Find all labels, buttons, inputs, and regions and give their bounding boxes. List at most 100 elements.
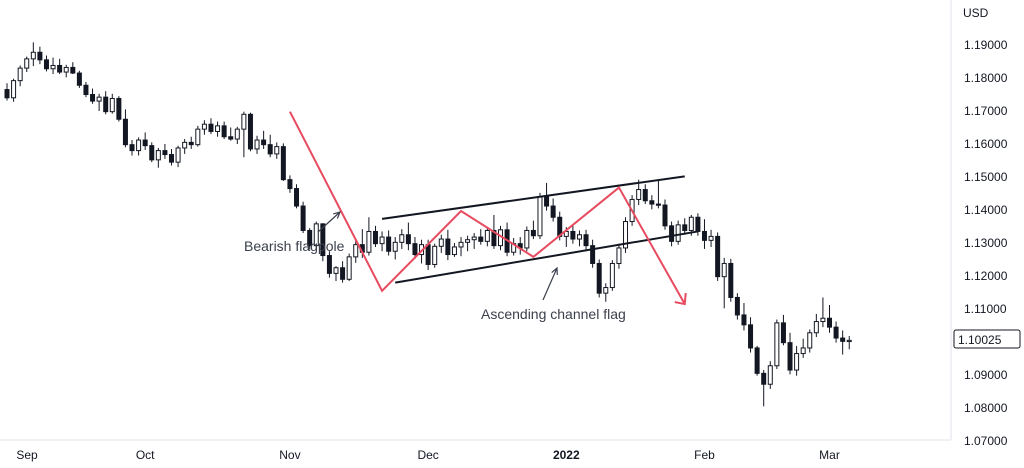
candle-body-up	[392, 241, 398, 252]
candle-body-down	[570, 230, 576, 240]
candle	[465, 235, 471, 252]
candle	[780, 314, 786, 346]
candle	[800, 338, 806, 358]
candle-body-down	[208, 123, 214, 132]
candle	[4, 83, 10, 101]
annotation-arrow-channel	[542, 266, 558, 301]
candles-layer	[4, 42, 852, 407]
candle	[261, 130, 267, 149]
candle	[353, 239, 359, 263]
candle-body-down	[583, 234, 589, 247]
pattern-arrowhead	[674, 292, 687, 306]
price-axis[interactable]: 1.19000 1.18000 1.17000 1.16000 1.15000 1.140…	[964, 38, 1008, 448]
candle-body-up	[603, 287, 609, 294]
candle-body-down	[43, 59, 49, 70]
candle-body-down	[827, 317, 832, 328]
candle	[208, 118, 214, 135]
candle-body-up	[63, 66, 69, 73]
candle-body-down	[655, 203, 661, 206]
candle-body-down	[780, 322, 786, 344]
candle-body-up	[846, 339, 852, 343]
candle	[96, 93, 102, 111]
candle	[833, 321, 839, 343]
candle-body-down	[247, 113, 253, 150]
candle	[748, 317, 754, 353]
candle-body-up	[333, 267, 339, 274]
candle-body-up	[175, 147, 181, 163]
candle-body-up	[366, 230, 372, 253]
candle-body-down	[405, 234, 411, 245]
candle-body-down	[754, 347, 760, 374]
candle-body-up	[484, 229, 490, 242]
candle-body-up	[813, 321, 819, 334]
candle-body-down	[550, 205, 556, 218]
candle	[642, 184, 648, 205]
candle	[616, 243, 622, 269]
candle	[247, 112, 253, 152]
candle	[63, 64, 69, 78]
candle-body-down	[90, 94, 96, 102]
candle-body-up	[576, 234, 582, 240]
overlay-layer: Bearish flagpole Ascending channel flag	[244, 111, 699, 322]
candle	[511, 238, 517, 256]
candle-body-up	[458, 241, 464, 248]
candle	[379, 231, 385, 252]
candle-body-down	[748, 324, 754, 349]
candle	[478, 229, 484, 245]
candle	[280, 143, 286, 181]
candle-body-up	[346, 256, 352, 280]
candle-body-down	[320, 223, 326, 257]
candle	[767, 361, 773, 389]
candle-body-up	[155, 150, 161, 161]
annotation-flagpole-label: Bearish flagpole	[244, 238, 345, 254]
candle-body-down	[715, 235, 721, 278]
candle	[386, 230, 392, 256]
candle-body-down	[261, 139, 267, 146]
candle-body-up	[195, 128, 201, 146]
time-axis[interactable]: Sep Oct Nov Dec 2022 Feb Mar	[16, 448, 840, 462]
candle	[234, 126, 240, 144]
candle	[188, 136, 194, 149]
candle-body-up	[774, 322, 780, 367]
candle	[609, 260, 615, 291]
candle-body-down	[228, 136, 234, 140]
candle-body-up	[471, 236, 477, 241]
candle	[201, 120, 207, 135]
candle-body-down	[188, 141, 194, 146]
candle	[655, 179, 661, 209]
candle-body-down	[307, 229, 313, 247]
candle-body-up	[451, 246, 457, 256]
candle	[734, 293, 740, 320]
candle-body-down	[425, 244, 431, 265]
candle	[412, 237, 418, 259]
candle-body-up	[800, 347, 806, 355]
candle-body-up	[794, 353, 800, 371]
candle	[57, 58, 63, 75]
x-tick-label: Mar	[819, 448, 840, 462]
candle-body-down	[741, 314, 747, 326]
candle-body-up	[767, 365, 773, 385]
candle	[438, 234, 444, 253]
candle-body-up	[465, 239, 471, 243]
candle	[267, 134, 273, 158]
candle	[432, 243, 438, 268]
candle	[215, 121, 221, 137]
candle-body-up	[438, 238, 444, 247]
candle	[241, 111, 247, 158]
candle-body-up	[708, 235, 714, 241]
candle	[340, 261, 346, 283]
candle	[182, 139, 188, 154]
candle-body-down	[695, 216, 701, 232]
x-tick-label: Oct	[136, 448, 155, 462]
candle	[813, 313, 819, 338]
candle-body-up	[201, 123, 207, 130]
candle-body-down	[76, 72, 82, 86]
candle	[313, 221, 319, 251]
candle	[372, 225, 378, 247]
y-tick-label: 1.16000	[964, 137, 1008, 151]
candle	[274, 142, 280, 159]
x-tick-label: Nov	[279, 448, 300, 462]
candle	[787, 332, 793, 375]
candle	[484, 227, 490, 247]
